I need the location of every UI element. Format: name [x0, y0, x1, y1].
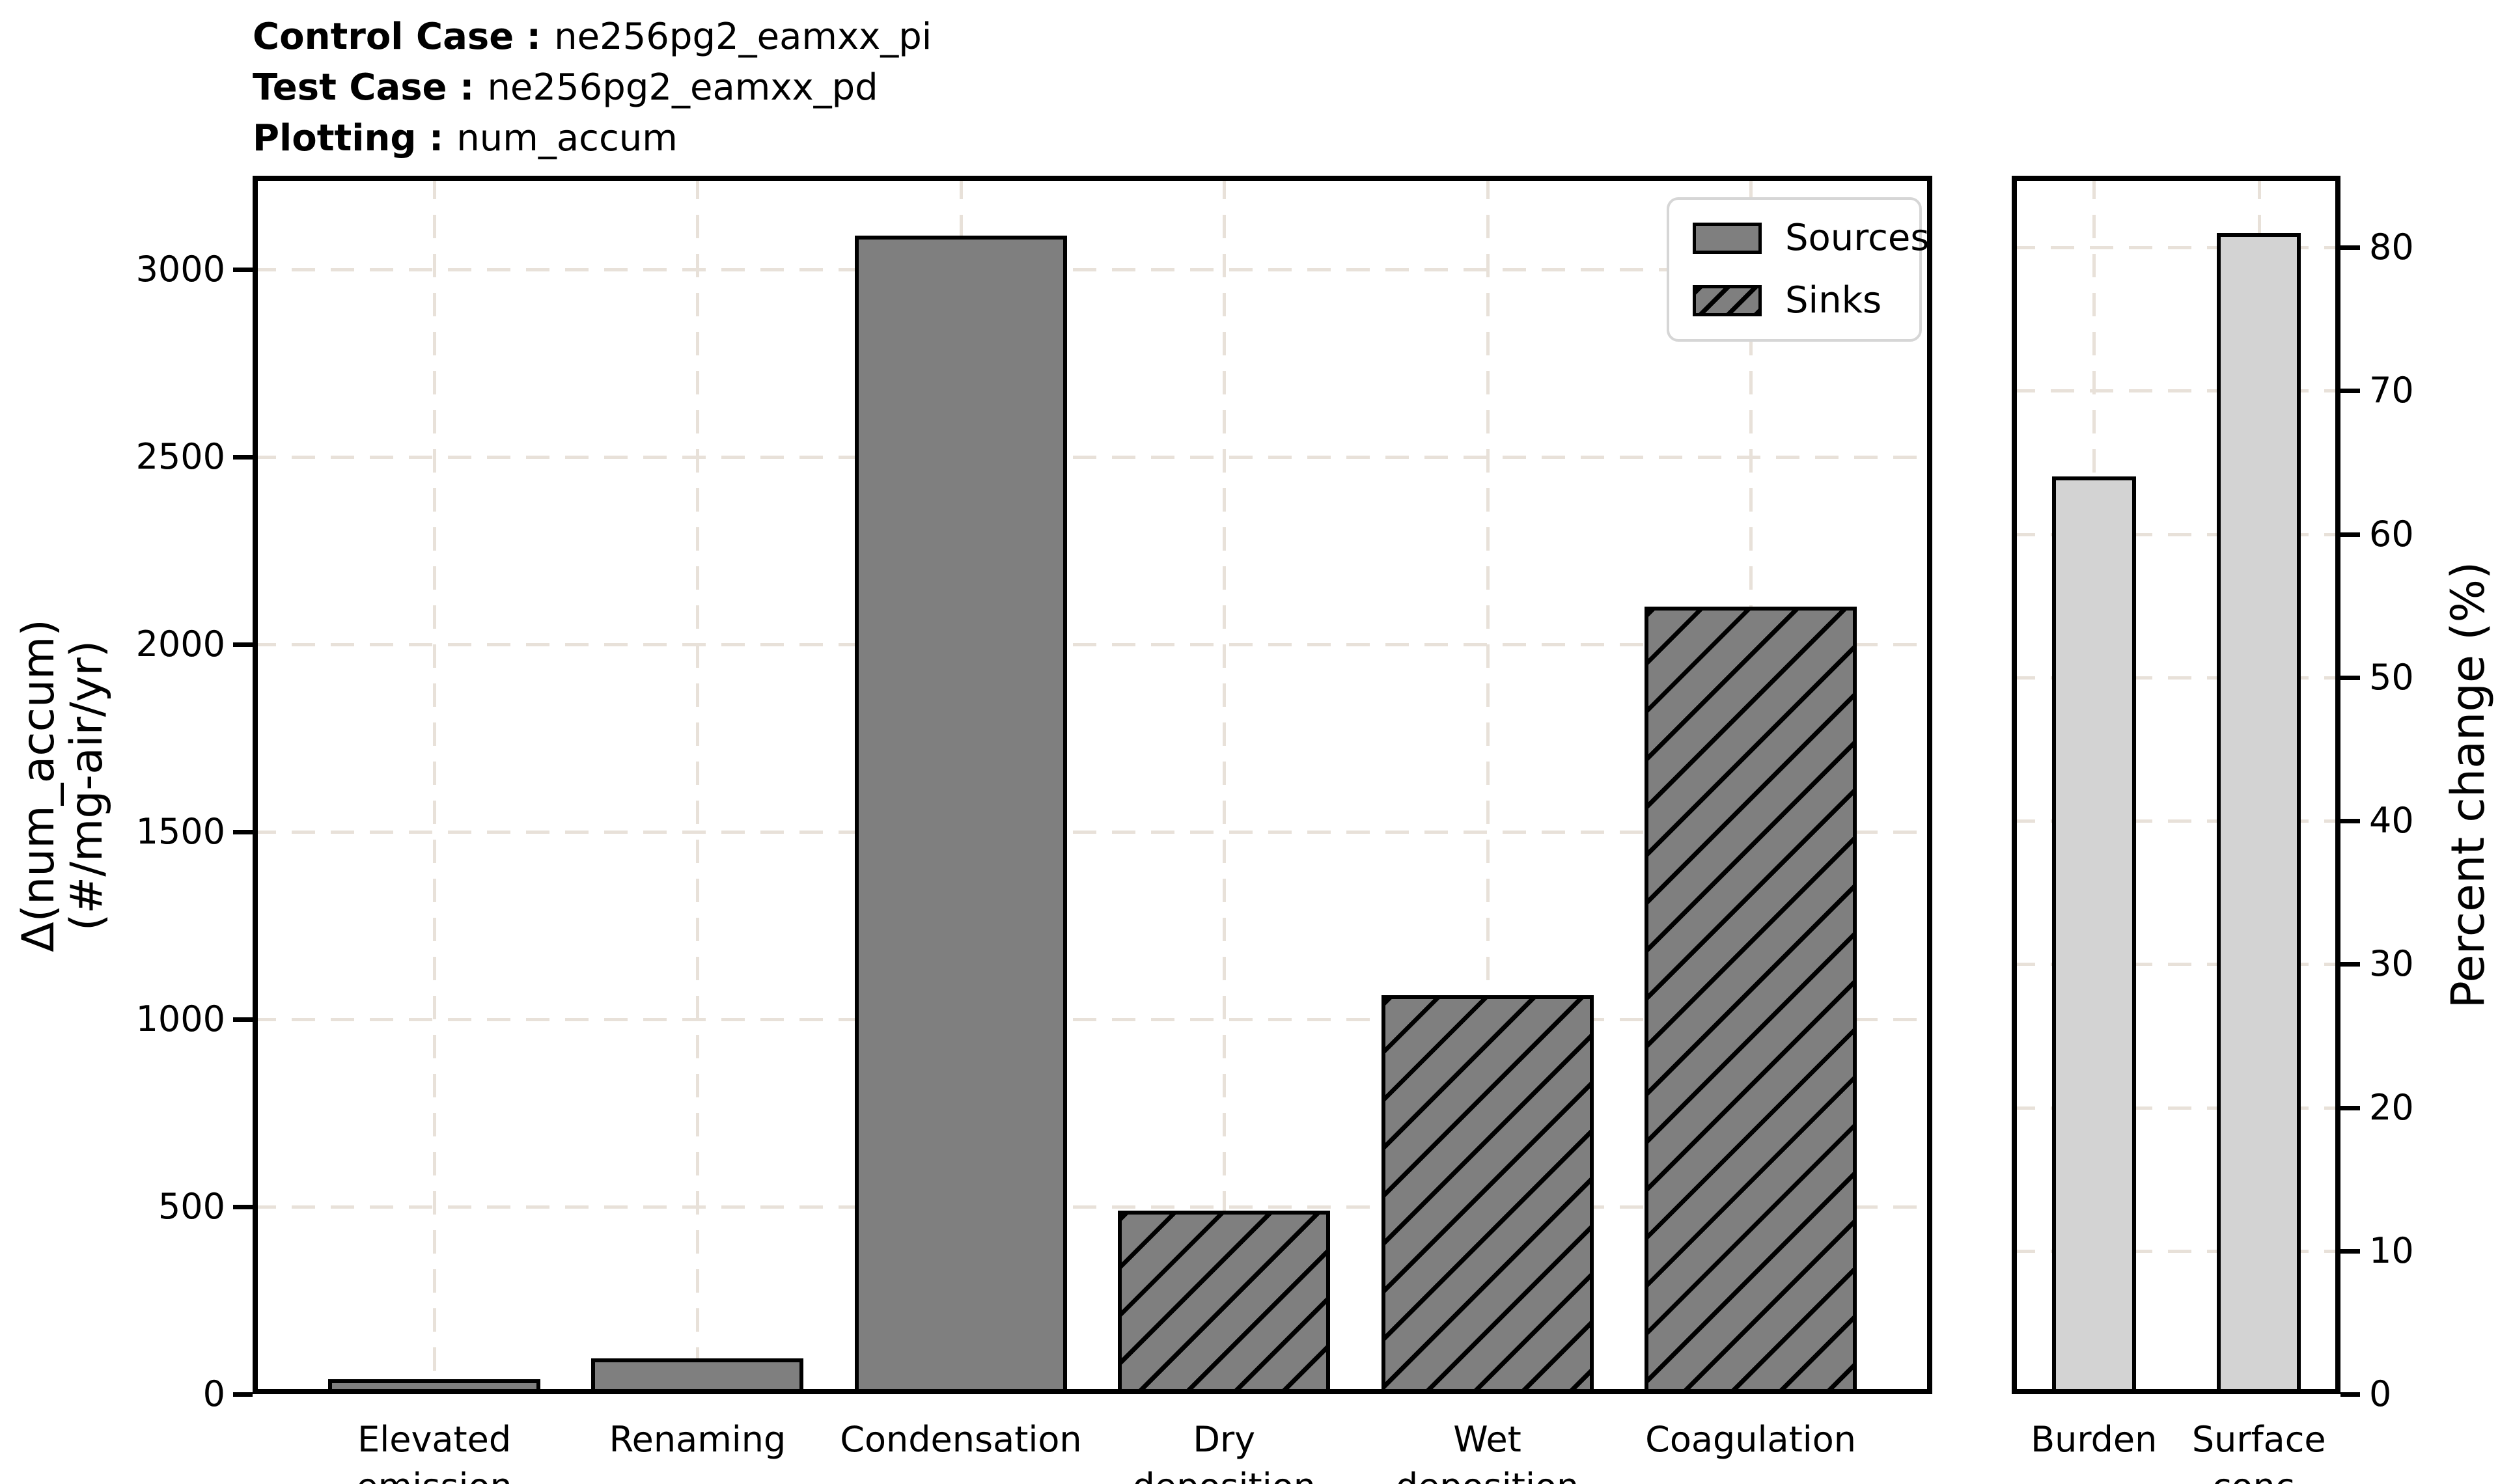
- y-tick-mark: [2340, 532, 2360, 537]
- y-tick-label: 1000: [135, 998, 225, 1039]
- test-case-label: Test Case :: [253, 66, 475, 109]
- y-tick-label: 2500: [135, 436, 225, 477]
- gridline-h: [253, 643, 1932, 646]
- y-tick-label: 60: [2369, 513, 2414, 555]
- legend: Sources Sinks: [1667, 197, 1930, 342]
- y-tick-mark: [233, 642, 253, 647]
- plot-header: Control Case : ne256pg2_eamxx_pi Test Cas…: [253, 12, 932, 164]
- y-tick-mark: [2340, 1248, 2360, 1254]
- control-case-value: ne256pg2_eamxx_pi: [554, 16, 932, 58]
- gridline-h: [2012, 1249, 2340, 1253]
- test-case-value: ne256pg2_eamxx_pd: [487, 66, 878, 109]
- sinks-swatch-icon: [1693, 285, 1762, 316]
- y-tick-label: 1500: [135, 811, 225, 852]
- bar-dry: [1118, 1210, 1331, 1394]
- gridline-h: [2012, 676, 2340, 680]
- gridline-h: [2012, 389, 2340, 393]
- bar-wet: [1381, 995, 1594, 1394]
- y-tick-label: 40: [2369, 800, 2414, 842]
- main-y-axis-label: Δ(num_accum) (#/mg-air/yr): [13, 519, 113, 1052]
- y-tick-label: 10: [2369, 1230, 2414, 1271]
- gridline-h: [253, 1018, 1932, 1021]
- y-tick-mark: [2340, 245, 2360, 251]
- y-tick-mark: [2340, 389, 2360, 394]
- main-y-axis-label-line1: Δ(num_accum): [13, 619, 64, 952]
- x-category-label: Dry deposition: [1133, 1419, 1316, 1484]
- y-tick-label: 0: [2369, 1373, 2392, 1414]
- y-tick-mark: [2340, 962, 2360, 967]
- x-category-label: Elevated emission: [356, 1419, 512, 1484]
- gridline-h: [253, 268, 1932, 271]
- y-tick-mark: [233, 455, 253, 460]
- y-tick-label: 3000: [135, 249, 225, 290]
- main-y-axis-label-line2: (#/mg-air/yr): [61, 640, 113, 931]
- y-tick-label: 2000: [135, 624, 225, 665]
- y-tick-label: 70: [2369, 370, 2414, 411]
- legend-row-sinks: Sinks: [1693, 282, 1896, 320]
- legend-label-sources: Sources: [1785, 217, 1930, 259]
- bar-surface: [2217, 233, 2301, 1394]
- gridline-v: [1223, 176, 1227, 1394]
- y-tick-mark: [233, 830, 253, 834]
- gridline-h: [2012, 819, 2340, 823]
- bar-burden: [2051, 476, 2136, 1394]
- sources-swatch-icon: [1693, 223, 1762, 254]
- gridline-h: [253, 1205, 1932, 1209]
- gridline-v: [433, 176, 437, 1394]
- gridline-h: [2012, 963, 2340, 967]
- y-tick-mark: [2340, 819, 2360, 824]
- y-tick-mark: [2340, 1105, 2360, 1110]
- gridline-h: [253, 456, 1932, 459]
- y-tick-mark: [233, 1017, 253, 1022]
- y-tick-mark: [2340, 675, 2360, 680]
- y-tick-mark: [233, 1205, 253, 1209]
- legend-label-sinks: Sinks: [1785, 279, 1882, 322]
- y-tick-label: 30: [2369, 943, 2414, 985]
- x-category-label: Coagulation: [1645, 1419, 1857, 1460]
- gridline-h: [2012, 246, 2340, 250]
- x-category-label: Renaming: [609, 1419, 786, 1460]
- y-tick-label: 0: [202, 1373, 225, 1414]
- x-category-label: Surface conc.: [2191, 1419, 2326, 1484]
- y-tick-label: 50: [2369, 656, 2414, 698]
- control-case-label: Control Case :: [253, 16, 542, 58]
- bar-renaming: [591, 1358, 804, 1394]
- control-case-line: Control Case : ne256pg2_eamxx_pi: [253, 12, 932, 62]
- test-case-line: Test Case : ne256pg2_eamxx_pd: [253, 62, 932, 113]
- gridline-v: [1486, 176, 1490, 1394]
- plotting-line: Plotting : num_accum: [253, 113, 932, 164]
- gridline-h: [2012, 532, 2340, 536]
- x-category-label: Condensation: [840, 1419, 1082, 1460]
- gridline-h: [2012, 1106, 2340, 1110]
- y-tick-label: 500: [158, 1186, 225, 1227]
- y-tick-label: 80: [2369, 227, 2414, 268]
- bar-elevated: [328, 1379, 541, 1394]
- y-tick-label: 20: [2369, 1086, 2414, 1128]
- y-tick-mark: [233, 1392, 253, 1397]
- bar-condensation: [854, 236, 1067, 1394]
- y-tick-mark: [2340, 1392, 2360, 1397]
- legend-row-sources: Sources: [1693, 219, 1930, 257]
- gridline-v: [696, 176, 700, 1394]
- plotting-value: num_accum: [456, 117, 678, 159]
- y-tick-mark: [233, 268, 253, 272]
- x-category-label: Burden: [2031, 1419, 2158, 1460]
- gridline-h: [253, 831, 1932, 834]
- x-category-label: Wet deposition: [1396, 1419, 1579, 1484]
- bar-coagulation: [1645, 607, 1857, 1394]
- plotting-label: Plotting :: [253, 117, 444, 159]
